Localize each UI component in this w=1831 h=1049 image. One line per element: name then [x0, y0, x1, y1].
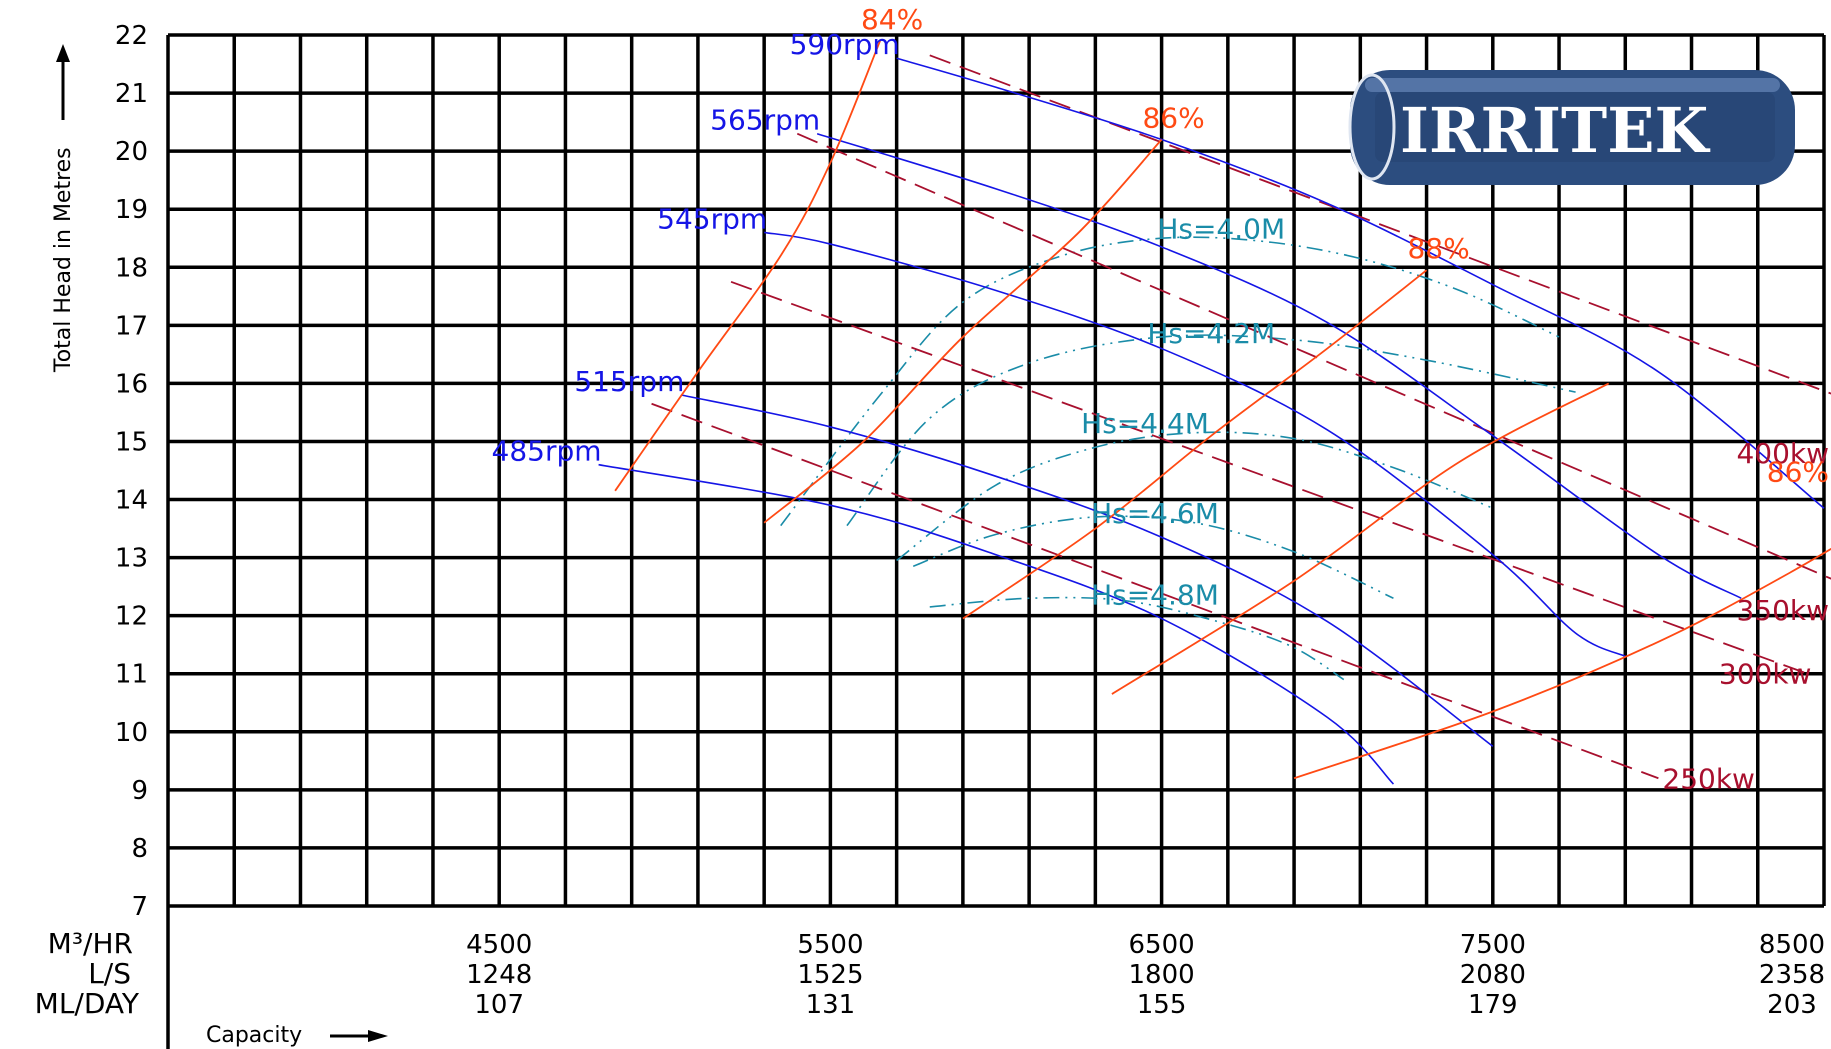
power-curves [651, 54, 1831, 780]
y-tick-label: 22 [115, 21, 148, 51]
x-axis-arrow-head [368, 1030, 388, 1042]
power-curve [651, 402, 1659, 780]
y-tick-label: 8 [131, 834, 148, 864]
x-axis-title-group: Capacity [206, 1023, 388, 1048]
x-tick-m3hr: 6500 [1129, 930, 1195, 960]
x-tick-m3hr: 8500 [1759, 930, 1825, 960]
y-axis-arrow-head [56, 44, 70, 62]
x-tick-ls: 1248 [466, 960, 532, 990]
x-tick-m3hr: 7500 [1460, 930, 1526, 960]
power-label: 350kw [1736, 594, 1829, 627]
y-axis-title-group: Total Head in Metres [51, 44, 76, 373]
npsh-curve [912, 515, 1394, 599]
efficiency-label: 86% [1767, 456, 1829, 489]
efficiency-curve [962, 269, 1428, 620]
y-tick-label: 10 [115, 718, 148, 748]
speed-label: 590rpm [790, 28, 900, 61]
x-unit-labels: M³/HR L/S ML/DAY [35, 927, 140, 1020]
logo-shine [1365, 78, 1780, 92]
power-label: 250kw [1662, 762, 1755, 795]
y-tick-label: 15 [115, 427, 148, 457]
chart-grid [166, 33, 1826, 1049]
y-axis-ticks: 7 8 9 10 11 12 13 14 15 16 17 18 19 20 21 22 [115, 21, 148, 922]
y-tick-label: 11 [115, 660, 148, 690]
npsh-label: Hs=4.6M [1091, 497, 1219, 530]
npsh-curve [929, 596, 1345, 681]
logo-band [1375, 92, 1775, 162]
efficiency-curve [763, 138, 1163, 524]
npsh-label: Hs=4.8M [1091, 578, 1219, 611]
speed-label: 545rpm [657, 202, 767, 235]
x-tick-ls: 2358 [1759, 960, 1825, 990]
speed-curve [681, 394, 1494, 747]
logo-text: IRRITEK [1400, 94, 1710, 167]
y-tick-label: 16 [115, 369, 148, 399]
efficiency-label: 84% [861, 3, 923, 36]
npsh-curve [896, 431, 1494, 562]
speed-label: 485rpm [492, 435, 602, 468]
x-tick-mlday: 203 [1767, 990, 1817, 1020]
logo-left-cap [1348, 73, 1396, 181]
speed-curve [598, 463, 1395, 785]
unit-label-mlday: ML/DAY [35, 987, 140, 1020]
x-tick-m3hr: 5500 [797, 930, 863, 960]
x-tick-mlday: 107 [474, 990, 524, 1020]
y-tick-label: 19 [115, 195, 148, 225]
x-tick-mlday: 179 [1468, 990, 1518, 1020]
x-tick-mlday: 131 [806, 990, 856, 1020]
x-tick-m3hr: 4500 [466, 930, 532, 960]
x-tick-ls: 2080 [1460, 960, 1526, 990]
power-curve [929, 54, 1831, 395]
y-tick-label: 17 [115, 311, 148, 341]
irritek-logo: IRRITEK [1348, 70, 1795, 185]
y-tick-label: 14 [115, 486, 148, 516]
efficiency-curve [1111, 382, 1610, 695]
x-axis-title: Capacity [206, 1023, 302, 1048]
efficiency-curves [614, 40, 1831, 780]
npsh-label: Hs=4.2M [1147, 317, 1275, 350]
y-tick-label: 18 [115, 253, 148, 283]
efficiency-label: 88% [1407, 232, 1469, 265]
y-tick-label: 21 [115, 79, 148, 109]
npsh-curve [846, 334, 1576, 527]
unit-label-m3hr: M³/HR [48, 927, 133, 960]
npsh-curve [780, 236, 1560, 527]
efficiency-label: 86% [1142, 102, 1204, 135]
speed-curve [816, 132, 1742, 599]
npsh-label: Hs=4.0M [1157, 213, 1285, 246]
speed-curve [764, 231, 1626, 658]
speed-curve [896, 57, 1825, 509]
speed-curves [598, 57, 1825, 785]
speed-label: 565rpm [710, 104, 820, 137]
x-tick-mlday: 155 [1137, 990, 1187, 1020]
y-tick-label: 9 [131, 776, 148, 806]
speed-label: 515rpm [574, 365, 684, 398]
power-curve [796, 132, 1831, 580]
curve-labels: 485rpm 515rpm 545rpm 565rpm 590rpm 250kw 300kw… [492, 3, 1829, 795]
y-tick-label: 12 [115, 602, 148, 632]
power-label: 300kw [1719, 658, 1812, 691]
y-tick-label: 20 [115, 137, 148, 167]
efficiency-curve [614, 40, 881, 492]
npsh-curves [780, 236, 1576, 681]
y-axis-title: Total Head in Metres [51, 147, 76, 373]
npsh-label: Hs=4.4M [1081, 407, 1209, 440]
power-label: 400kw [1736, 437, 1829, 470]
efficiency-curve [1293, 547, 1831, 780]
x-tick-ls: 1525 [797, 960, 863, 990]
y-tick-label: 7 [131, 892, 148, 922]
unit-label-ls: L/S [88, 957, 131, 990]
y-tick-label: 13 [115, 544, 148, 574]
x-tick-ls: 1800 [1129, 960, 1195, 990]
